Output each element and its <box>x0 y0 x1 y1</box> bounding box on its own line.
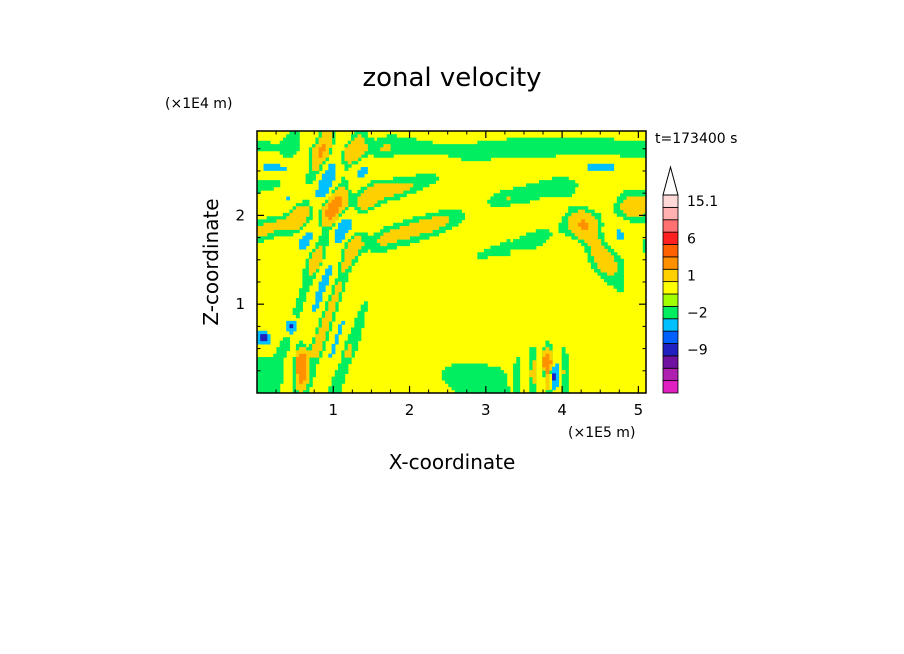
colorbar-swatch <box>662 256 679 270</box>
plot-frame <box>256 130 647 394</box>
colorbar-swatch <box>662 343 679 357</box>
colorbar-swatch <box>662 231 679 245</box>
y-tick-label: 1 <box>235 295 245 313</box>
colorbar-swatch <box>662 380 679 394</box>
colorbar-swatch <box>662 244 679 258</box>
colorbar-label: −2 <box>687 306 708 322</box>
colorbar-swatch <box>662 268 679 283</box>
colorbar-extend-arrow <box>662 165 679 196</box>
colorbar-label: 1 <box>687 268 696 284</box>
x-tick-label: 2 <box>405 401 415 419</box>
colorbar-swatch <box>662 281 679 295</box>
y-tick-label: 2 <box>235 206 245 224</box>
x-axis-ticks: 1 2 3 4 5 <box>275 131 644 419</box>
plot-field <box>257 131 646 393</box>
colorbar-swatch <box>662 194 679 208</box>
time-label: t=173400 s <box>655 131 737 147</box>
chart-title: zonal velocity <box>362 63 541 93</box>
colorbar-label: 6 <box>687 231 696 247</box>
colorbar-swatch <box>662 367 679 382</box>
x-tick-label: 3 <box>481 401 491 419</box>
x-tick-label: 1 <box>329 401 339 419</box>
colorbar: 15.1 6 1 −2 −9 <box>662 165 718 394</box>
colorbar-swatch <box>662 330 679 344</box>
x-unit-label: (×1E5 m) <box>568 425 635 441</box>
contour-band <box>257 131 646 393</box>
y-axis-ticks: 12 <box>235 148 646 372</box>
colorbar-swatch <box>662 318 679 332</box>
x-tick-label: 4 <box>557 401 567 419</box>
colorbar-label: 15.1 <box>687 194 718 210</box>
y-axis-label: Z-coordinate <box>199 198 223 325</box>
colorbar-swatch <box>662 206 679 221</box>
x-tick-label: 5 <box>634 401 644 419</box>
colorbar-label: −9 <box>687 343 708 359</box>
colorbar-swatch <box>662 293 679 307</box>
colorbar-swatch <box>662 355 679 369</box>
colorbar-swatch <box>662 219 679 233</box>
contour-band <box>257 163 624 391</box>
x-axis-label: X-coordinate <box>389 450 516 474</box>
y-unit-label: (×1E4 m) <box>165 96 232 112</box>
colorbar-swatch <box>662 305 679 320</box>
